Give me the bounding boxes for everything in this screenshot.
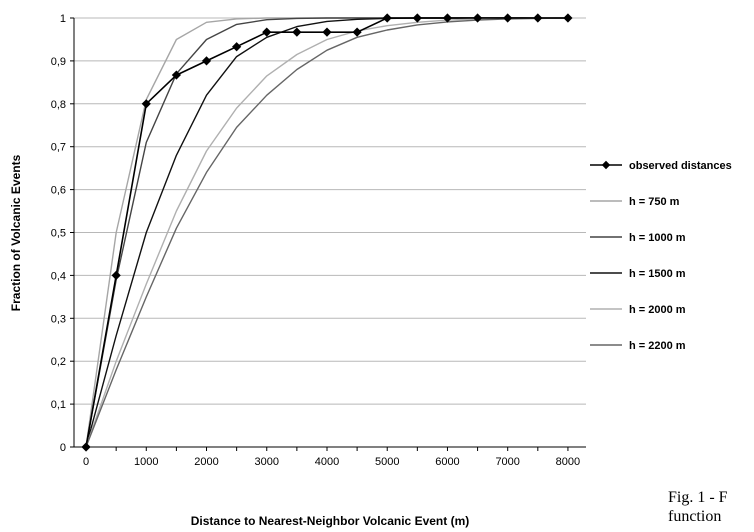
y-tick-label: 0,3 xyxy=(51,313,66,325)
data-point-marker xyxy=(503,13,513,23)
axes xyxy=(70,17,586,451)
data-point-marker xyxy=(111,270,121,280)
data-point-marker xyxy=(171,70,181,80)
legend-label: h = 1000 m xyxy=(629,232,686,244)
legend-item: h = 1000 m xyxy=(590,232,686,244)
series-lines xyxy=(85,17,568,448)
y-tick-label: 0,5 xyxy=(51,228,66,240)
data-point-marker xyxy=(382,13,392,23)
data-point-marker xyxy=(472,13,483,23)
data-point-marker xyxy=(141,99,151,109)
data-point-marker xyxy=(322,27,332,37)
y-tick-label: 0,1 xyxy=(51,399,66,411)
legend: observed distances h = 750 m h = 1000 m h =… xyxy=(590,160,732,352)
legend-label: h = 1500 m xyxy=(629,268,686,280)
legend-item: observed distances xyxy=(590,160,732,172)
legend-label: h = 2000 m xyxy=(629,304,686,316)
data-point-marker xyxy=(563,13,573,23)
y-tick-label: 1 xyxy=(60,13,66,25)
data-point-marker xyxy=(352,27,362,37)
data-point-marker xyxy=(442,13,453,23)
legend-label: h = 2200 m xyxy=(629,340,686,352)
legend-item: h = 750 m xyxy=(590,196,680,208)
x-tick-label: 6000 xyxy=(435,456,459,468)
y-tick-label: 0,7 xyxy=(51,142,66,154)
legend-item: h = 1500 m xyxy=(590,268,686,280)
series-line xyxy=(85,17,568,448)
legend-item: h = 2000 m xyxy=(590,304,686,316)
x-axis-title: Distance to Nearest-Neighbor Volcanic Ev… xyxy=(191,514,470,528)
x-tick-label: 8000 xyxy=(556,456,580,468)
y-tick-labels: 0 0,1 0,2 0,3 0,4 0,5 0,6 0,7 0,8 0,9 1 xyxy=(51,13,66,454)
data-point-marker xyxy=(292,27,302,37)
y-tick-label: 0,8 xyxy=(51,99,66,111)
y-tick-label: 0 xyxy=(60,442,66,454)
caption-line-2: function xyxy=(668,508,722,525)
data-point-marker xyxy=(81,442,91,452)
y-tick-label: 0,9 xyxy=(51,56,66,68)
legend-item: h = 2200 m xyxy=(590,340,686,352)
y-tick-label: 0,2 xyxy=(51,356,66,368)
y-axis-title: Fraction of Volcanic Events xyxy=(9,154,23,311)
x-tick-label: 7000 xyxy=(495,456,519,468)
x-tick-labels: 0 1000 2000 3000 4000 5000 6000 7000 8000 xyxy=(83,456,580,468)
series-markers xyxy=(81,13,573,452)
data-point-marker xyxy=(201,56,212,66)
x-tick-label: 3000 xyxy=(255,456,279,468)
x-tick-label: 5000 xyxy=(375,456,399,468)
data-point-marker xyxy=(262,27,272,37)
data-point-marker xyxy=(232,42,242,52)
x-tick-label: 2000 xyxy=(194,456,218,468)
caption-line-1: Fig. 1 - F xyxy=(668,489,728,506)
x-tick-label: 0 xyxy=(83,456,89,468)
data-point-marker xyxy=(412,13,422,23)
legend-marker xyxy=(601,160,611,170)
gridlines xyxy=(74,17,586,405)
legend-label: observed distances xyxy=(629,160,732,172)
x-tick-label: 4000 xyxy=(315,456,339,468)
figure-caption: Fig. 1 - F function xyxy=(668,488,728,526)
legend-label: h = 750 m xyxy=(629,196,680,208)
y-tick-label: 0,6 xyxy=(51,185,66,197)
x-tick-label: 1000 xyxy=(134,456,158,468)
data-point-marker xyxy=(533,13,543,23)
y-tick-label: 0,4 xyxy=(51,270,66,282)
